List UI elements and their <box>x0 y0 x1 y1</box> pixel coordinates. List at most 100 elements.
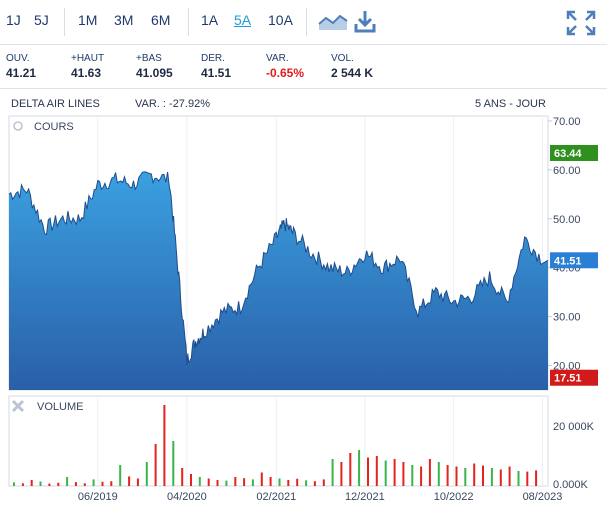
stat-high-value: 41.63 <box>71 66 102 80</box>
volume-bar <box>535 470 538 486</box>
x-tick-label: 12/2021 <box>345 491 385 503</box>
volume-tick-label: 20 000K <box>553 421 595 433</box>
stat-high-label: +HAUT <box>71 53 105 64</box>
period-10a-button[interactable]: 10A <box>268 12 293 28</box>
volume-bar <box>411 465 414 486</box>
x-tick-label: 04/2020 <box>167 491 207 503</box>
volume-bar <box>428 459 431 486</box>
period-1m-button[interactable]: 1M <box>78 12 98 28</box>
volume-bar <box>269 477 272 486</box>
volume-bar <box>420 466 423 486</box>
volume-bar <box>349 453 352 486</box>
period-variation: VAR. : -27.92% <box>135 98 210 110</box>
period-5a-button[interactable]: 5A <box>234 12 252 28</box>
stat-last-label: DER. <box>201 53 225 64</box>
volume-bar <box>473 463 476 486</box>
volume-bar <box>313 481 316 486</box>
volume-bar <box>66 477 69 486</box>
volume-bar <box>154 444 157 486</box>
x-tick-label: 06/2019 <box>78 491 118 503</box>
volume-bars <box>13 405 538 486</box>
volume-bar <box>526 471 529 486</box>
y-tick-label: 70.00 <box>553 116 581 128</box>
volume-bar <box>110 481 113 486</box>
period-1j-button[interactable]: 1J <box>6 12 21 28</box>
download-icon[interactable] <box>354 9 376 33</box>
volume-bar <box>136 478 139 486</box>
volume-bar <box>128 476 131 486</box>
y-tick-label: 60.00 <box>553 165 581 177</box>
toolbar-divider <box>188 8 189 36</box>
volume-bar <box>21 483 24 486</box>
volume-bar <box>331 459 334 486</box>
price-badge <box>550 252 598 269</box>
volume-bar <box>234 477 237 486</box>
stat-volume-value: 2 544 K <box>331 66 374 80</box>
price-area <box>9 171 548 390</box>
price-badge <box>550 369 598 386</box>
cours-legend-label: COURS <box>34 121 74 133</box>
volume-bar <box>92 479 95 486</box>
y-tick-label: 30.00 <box>553 312 581 324</box>
price-badge-label: 41.51 <box>554 255 582 267</box>
volume-bar <box>322 479 325 486</box>
volume-bar <box>278 478 281 486</box>
stat-last-value: 41.51 <box>201 66 232 80</box>
fullscreen-icon[interactable] <box>566 10 596 36</box>
price-badge-label: 17.51 <box>554 373 582 385</box>
volume-bar <box>367 457 369 486</box>
volume-bar <box>287 480 290 486</box>
period-5j-button[interactable]: 5J <box>34 12 49 28</box>
volume-bar <box>190 474 192 486</box>
period-toolbar: 1J 5J 1M 3M 6M 1A 5A 10A <box>0 0 607 45</box>
volume-panel <box>8 395 549 487</box>
stat-low-value: 41.095 <box>136 66 173 80</box>
y-tick-label: 20.00 <box>553 361 581 373</box>
price-badge <box>550 144 598 161</box>
volume-bar <box>13 482 15 486</box>
volume-bar <box>172 441 175 486</box>
close-icon[interactable] <box>11 399 25 413</box>
stat-change-label: VAR. <box>266 53 289 64</box>
volume-bar <box>163 405 166 486</box>
toolbar-divider <box>64 8 65 36</box>
volume-bar <box>39 481 42 486</box>
volume-legend-label: VOLUME <box>37 401 83 413</box>
cours-legend: COURS <box>13 121 74 133</box>
period-3m-button[interactable]: 3M <box>114 12 134 28</box>
volume-bar <box>384 460 387 486</box>
volume-bar <box>145 462 148 486</box>
stat-open-value: 41.21 <box>6 66 37 80</box>
volume-bar <box>437 462 440 486</box>
volume-bar <box>225 480 228 486</box>
instrument-name: DELTA AIR LINES <box>11 98 100 110</box>
volume-bar <box>402 462 405 486</box>
volume-bar <box>490 468 493 486</box>
volume-bar <box>181 468 184 486</box>
volume-bar <box>57 482 60 486</box>
period-6m-button[interactable]: 6M <box>151 12 171 28</box>
area-chart-icon[interactable] <box>318 12 348 32</box>
volume-bar <box>517 471 520 486</box>
volume-bar <box>482 465 484 486</box>
x-tick-label: 10/2022 <box>434 491 474 503</box>
stats-divider <box>0 88 607 89</box>
price-badge-label: 63.44 <box>554 148 582 160</box>
period-1a-button[interactable]: 1A <box>201 12 219 28</box>
stat-change-value: -0.65% <box>266 66 305 80</box>
x-tick-label: 08/2023 <box>523 491 563 503</box>
volume-bar <box>260 472 263 486</box>
period-resolution: 5 ANS - JOUR <box>475 98 546 110</box>
volume-bar <box>446 465 449 486</box>
stat-low-label: +BAS <box>136 53 162 64</box>
x-tick-label: 02/2021 <box>256 491 296 503</box>
volume-bar <box>464 468 467 486</box>
volume-bar <box>296 478 299 486</box>
volume-bar <box>375 456 378 486</box>
stat-volume-label: VOL. <box>331 53 354 64</box>
volume-tick-label: 0.000K <box>553 479 589 491</box>
volume-bar <box>393 459 396 486</box>
toolbar-divider <box>306 8 307 36</box>
volume-bar <box>216 480 219 486</box>
